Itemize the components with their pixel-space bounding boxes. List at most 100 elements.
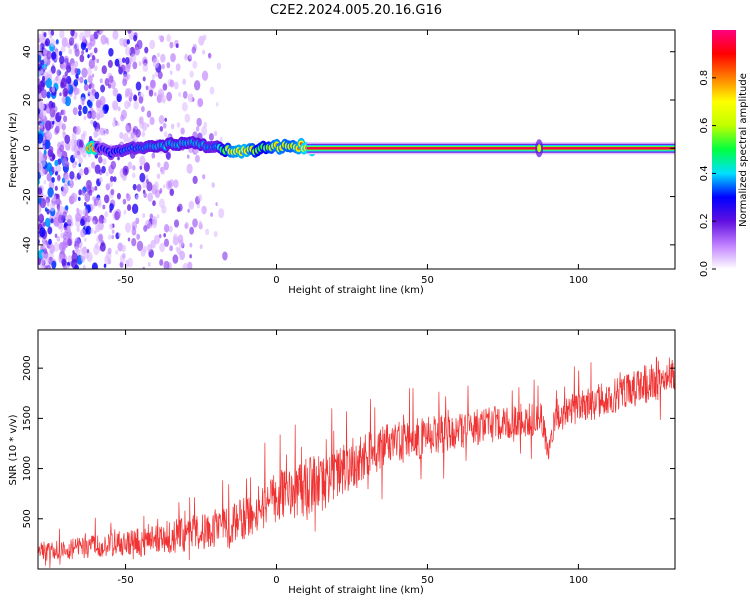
spectrogram-noise-cell (149, 116, 155, 126)
spectrogram-noise-cell (38, 187, 43, 195)
spectrogram-noise-cell (193, 80, 201, 91)
spectrogram-noise-cell (83, 115, 87, 121)
spectrogram-noise-cell (222, 251, 228, 261)
spectrogram-noise-cell (47, 30, 52, 36)
spectrogram-noise-cell (142, 213, 146, 218)
spectrogram-noise-cell (73, 79, 79, 87)
spectrogram-noise-cell (192, 218, 198, 228)
spectrogram-noise-cell (90, 203, 95, 210)
spectrogram-noise-cell (133, 94, 138, 101)
spectrogram-noise-cell (103, 194, 110, 204)
colorbar-ticks: 0.0 0.2 0.4 0.6 0.8 (699, 70, 716, 277)
spectrogram-noise-cell (54, 233, 58, 238)
spectrogram-noise-cell (159, 126, 164, 132)
spectrogram-noise-cell (106, 130, 109, 135)
spectrogram-noise-cell (126, 38, 130, 45)
spectrogram-noise-cell (80, 228, 86, 238)
spectrogram-noise-cell (64, 134, 71, 145)
spectrogram-noise-cell (42, 48, 48, 56)
spectrogram-noise-cell (218, 208, 225, 219)
spectrogram-noise-cell (112, 176, 117, 183)
spectrogram-noise-cell (117, 122, 120, 127)
snr-y-axis-label: SNR (10 * v/v) (8, 414, 19, 485)
spectrogram-noise-cell (74, 237, 81, 247)
spectrogram-noise-cell (124, 56, 130, 65)
y-tick-label: 500 (22, 509, 33, 528)
spectrogram-noise-cell (147, 192, 154, 202)
spectrogram-noise-cell (81, 147, 85, 154)
spectrogram-noise-cell (159, 259, 164, 266)
spectrogram-noise-cell (58, 50, 63, 57)
spectrogram-noise-cell (219, 136, 223, 142)
spectrogram-noise-cell (64, 71, 68, 77)
spectrogram-noise-cell (47, 226, 53, 235)
spectrogram-noise-cell (109, 175, 114, 182)
spectrogram-noise-cell (61, 62, 67, 71)
spectrogram-noise-cell (61, 96, 66, 104)
spectrogram-noise-cell (70, 139, 75, 147)
spectrogram-noise-cell (201, 126, 208, 136)
spectrogram-noise-cell (143, 225, 148, 232)
spectrogram-noise-cell (184, 54, 188, 61)
y-tick-label: -20 (22, 188, 33, 204)
spectrogram-noise-cell (67, 255, 72, 263)
spectrogram-noise-cell (91, 262, 98, 269)
spectrogram-noise-cell (161, 63, 165, 70)
y-tick-label: 1500 (22, 406, 33, 431)
spectrogram-noise-cell (53, 242, 60, 252)
spectrogram-noise-cell (132, 183, 137, 191)
spectrogram-noise-cell (45, 120, 52, 131)
spectrogram-noise-cell (69, 179, 73, 184)
spectrogram-noise-cell (117, 156, 120, 161)
spectrogram-noise-cell (151, 216, 158, 225)
spectrogram-noise-cell (64, 242, 68, 248)
spectrogram-noise-cell (38, 213, 45, 224)
spectrogram-noise-cell (146, 223, 151, 229)
spectrogram-noise-cell (75, 73, 79, 79)
spectrogram-noise-cell (152, 57, 160, 69)
spectrogram-noise-cell (95, 111, 100, 119)
spectrogram-noise-cell (66, 238, 72, 247)
spectrogram-noise-cell (163, 131, 168, 138)
spectrogram-noise-cell (98, 156, 103, 164)
spectrogram-noise-cell (175, 63, 181, 72)
spectrogram-noise-cell (95, 99, 102, 108)
spectrogram-noise-cell (186, 163, 193, 174)
spectrogram-noise-cell (51, 260, 57, 269)
spectrogram-noise-cell (38, 101, 45, 111)
spectrogram-noise-cell (66, 75, 72, 85)
spectrogram-noise-cell (84, 192, 91, 203)
spectrogram-noise-cell (142, 76, 146, 82)
spectrogram-noise-cell (208, 132, 214, 141)
spectrogram-noise-cell (189, 254, 192, 259)
spectrogram-noise-cell (149, 223, 153, 229)
spectrogram-noise-cell (93, 47, 98, 54)
spectrogram-noise-cell (78, 189, 83, 196)
spectrogram-noise-cell (87, 100, 93, 109)
spectrogram-noise-cell (160, 166, 164, 173)
spectrogram-noise-cell (132, 172, 136, 179)
spectrogram-noise-cell (45, 77, 53, 89)
spectrogram-noise-cell (84, 202, 87, 207)
spectrogram-noise-cell (115, 249, 119, 255)
spectrogram-noise-cell (90, 110, 97, 120)
spectrogram-noise-cell (100, 242, 106, 252)
spectrogram-carrier-band (306, 147, 675, 150)
spectrogram-noise-cell (51, 86, 56, 93)
spectrogram-noise-cell (73, 95, 77, 100)
spectrogram-noise-cell (40, 59, 45, 66)
spectrogram-noise-cell (85, 225, 92, 235)
x-tick-label: 0 (273, 575, 279, 586)
spectrogram-noise-cell (122, 78, 128, 87)
spectrogram-noise-cell (62, 233, 67, 240)
spectrogram-noise-cell (168, 225, 173, 233)
spectrogram-noise-cell (135, 194, 139, 201)
spectrogram-noise-cell (98, 176, 103, 183)
spectrogram-noise-cell (78, 168, 84, 177)
spectrogram-noise-cell (61, 37, 68, 48)
spectrogram-noise-cell (182, 78, 187, 85)
spectrogram-noise-cell (62, 183, 69, 195)
spectrogram-noise-cell (156, 52, 160, 58)
spectrogram-noise-cell (38, 70, 42, 79)
spectrogram-noise-cell (80, 218, 85, 227)
